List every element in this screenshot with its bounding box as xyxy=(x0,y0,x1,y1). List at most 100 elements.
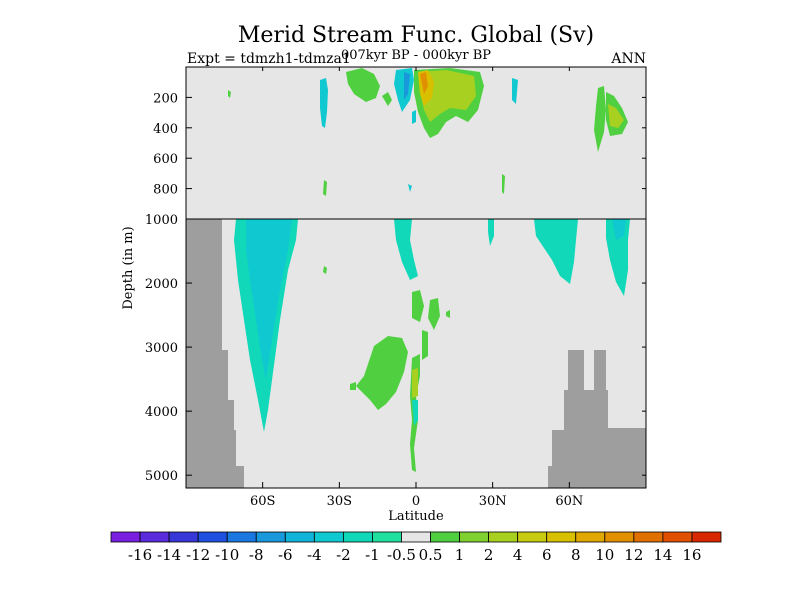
upper-panel xyxy=(185,66,647,220)
contour-upper-pos-1 xyxy=(346,68,380,102)
colorbar-label: 12 xyxy=(624,546,643,564)
contour-lower-pos-10 xyxy=(412,400,418,426)
contour-lower-pos-1 xyxy=(323,266,327,274)
colorbar-swatch xyxy=(604,531,635,543)
colorbar-label: 10 xyxy=(595,546,614,564)
contour-lower-pos-4 xyxy=(446,310,450,318)
contour-lower-pos-7 xyxy=(350,382,356,390)
colorbar-swatch xyxy=(546,531,577,543)
colorbar-label: 2 xyxy=(484,546,494,564)
colorbar-swatch xyxy=(226,531,257,543)
colorbar-swatch xyxy=(110,531,141,543)
lower-panel-contours xyxy=(186,219,646,488)
colorbar-label: -10 xyxy=(215,546,239,564)
chart-title: Merid Stream Func. Global (Sv) xyxy=(238,23,594,48)
colorbar-label: 6 xyxy=(542,546,552,564)
colorbar-swatch xyxy=(168,531,199,543)
upper-y-axis-ticks: 200 400 600 800 xyxy=(153,91,646,198)
contour-lower-neg-6 xyxy=(606,219,630,296)
colorbar-swatch xyxy=(139,531,170,543)
colorbar-swatch xyxy=(691,531,722,543)
contour-lower-pos-3 xyxy=(428,298,440,330)
colorbar-label: -14 xyxy=(157,546,181,564)
contour-lower-neg-3 xyxy=(394,219,418,280)
colorbar-label: -6 xyxy=(278,546,293,564)
colorbar-swatch xyxy=(401,531,431,543)
colorbar-swatch xyxy=(662,531,693,543)
colorbar-label: 4 xyxy=(513,546,523,564)
time-range-label: 007kyr BP - 000kyr BP xyxy=(341,48,491,63)
colorbar-swatch xyxy=(372,531,402,543)
colorbar-swatch xyxy=(313,531,344,543)
colorbar-label: -8 xyxy=(249,546,264,564)
colorbar-swatch xyxy=(459,531,490,543)
lower-y-tick-label: 2000 xyxy=(145,277,178,292)
contour-lower-neg-5 xyxy=(534,219,578,284)
lower-panel xyxy=(185,218,647,489)
colorbar-label: -16 xyxy=(128,546,152,564)
colorbar-label: 1 xyxy=(455,546,465,564)
colorbar-label: 14 xyxy=(653,546,672,564)
land-mask-south xyxy=(186,219,244,488)
upper-y-tick-label: 800 xyxy=(153,183,178,198)
lower-y-axis-ticks: 1000 2000 3000 4000 5000 xyxy=(145,213,646,484)
colorbar-swatch xyxy=(342,531,373,543)
contour-lower-pos-9 xyxy=(412,368,418,398)
contour-upper-pos-6 xyxy=(420,72,428,94)
colorbar-swatch xyxy=(575,531,606,543)
contour-upper-pos-7 xyxy=(594,86,606,152)
x-tick-label: 0 xyxy=(412,494,420,509)
colorbar-swatch xyxy=(255,531,286,543)
contour-lower-pos-6 xyxy=(356,336,408,410)
colorbar-label: 16 xyxy=(682,546,701,564)
x-tick-label: 60S xyxy=(250,494,275,509)
colorbar-swatch xyxy=(517,531,548,543)
x-tick-label: 30N xyxy=(479,494,507,509)
contour-upper-pos-9 xyxy=(608,104,624,128)
contour-upper-neg-4 xyxy=(412,110,416,124)
land-mask-north xyxy=(548,350,646,488)
colorbar-label: -0.5 xyxy=(387,546,416,564)
contour-lower-neg-2 xyxy=(246,219,292,380)
experiment-label: Expt = tdmzh1-tdmza1 xyxy=(187,51,351,67)
lower-y-tick-label: 3000 xyxy=(145,341,178,356)
contour-lower-pos-5 xyxy=(422,330,428,360)
colorbar-label: -1 xyxy=(365,546,380,564)
contour-upper-neg-1 xyxy=(320,78,328,128)
contour-upper-neg-3 xyxy=(404,72,410,100)
upper-y-tick-label: 200 xyxy=(153,91,178,106)
colorbar-swatch xyxy=(633,531,664,543)
colorbar-label: 0.5 xyxy=(419,546,443,564)
upper-y-tick-label: 600 xyxy=(153,152,178,167)
x-tick-label: 60N xyxy=(555,494,583,509)
contour-lower-neg-7 xyxy=(612,219,626,240)
contour-lower-neg-4 xyxy=(488,219,494,246)
contour-upper-neg-5 xyxy=(512,78,518,104)
contour-upper-neg-6 xyxy=(323,180,327,196)
upper-panel-contours xyxy=(228,68,628,196)
colorbar-label: -12 xyxy=(186,546,210,564)
colorbar-label: -2 xyxy=(336,546,351,564)
x-axis-ticks: 60S 30S 0 30N 60N xyxy=(250,67,583,509)
colorbar-label: 8 xyxy=(571,546,581,564)
lower-y-tick-label: 1000 xyxy=(145,213,178,228)
upper-y-tick-label: 400 xyxy=(153,122,178,137)
contour-upper-neg-7 xyxy=(408,184,412,192)
colorbar-label: -4 xyxy=(307,546,322,564)
contour-lower-pos-2 xyxy=(412,290,424,322)
lower-y-tick-label: 4000 xyxy=(145,405,178,420)
contour-upper-pos-2 xyxy=(382,92,392,106)
contour-upper-pos-a xyxy=(228,90,231,98)
colorbar-swatch xyxy=(430,531,460,543)
colorbar: -16 -14 -12 -10 -8 -6 -4 -2 -1 -0.5 0.5 1 2 4 6 8 10 12 14… xyxy=(110,531,722,564)
x-tick-label: 30S xyxy=(327,494,352,509)
y-axis-label: Depth (in m) xyxy=(121,226,136,309)
colorbar-swatch xyxy=(488,531,519,543)
lower-y-tick-label: 5000 xyxy=(145,469,178,484)
contour-upper-pos-10 xyxy=(502,174,505,194)
colorbar-swatch xyxy=(197,531,228,543)
colorbar-swatch xyxy=(284,531,315,543)
x-axis-label: Latitude xyxy=(388,509,444,524)
season-label: ANN xyxy=(610,51,646,67)
